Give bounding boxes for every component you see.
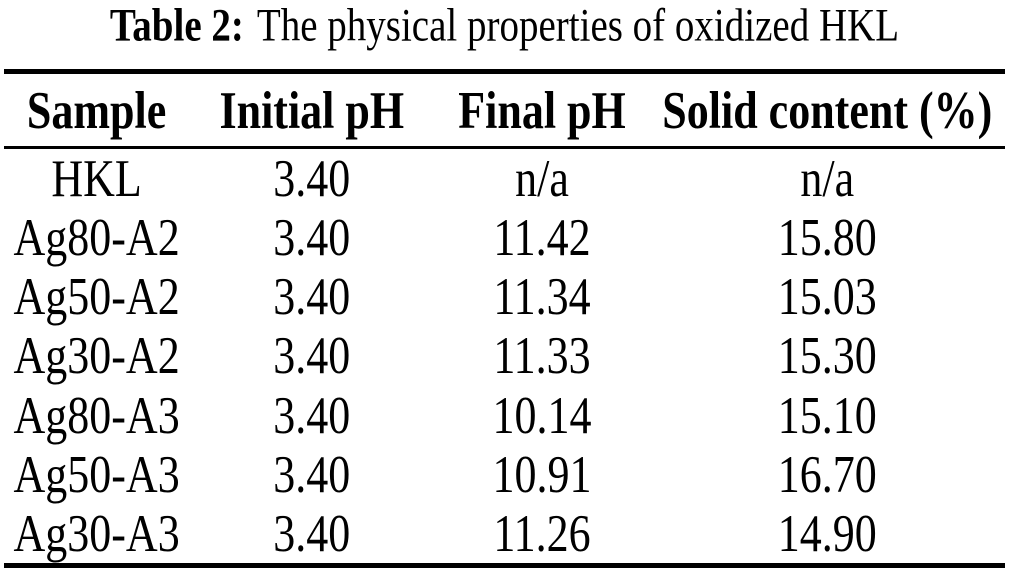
cell-sample: Ag30-A3 [13, 504, 180, 563]
cell-sample: Ag50-A3 [13, 444, 180, 504]
cell-solid-content: 16.70 [777, 444, 877, 504]
header-label-initial-ph: Initial pH [219, 80, 405, 140]
cell-solid-content: 15.30 [777, 326, 877, 386]
header-cell-initial-ph: Initial pH [189, 81, 434, 140]
cell-sample: Ag50-A2 [13, 267, 180, 327]
cell-final-ph: 11.42 [493, 208, 591, 268]
table-row: Ag30-A3 3.40 11.26 14.90 [4, 504, 1005, 563]
cell-final-ph: n/a [515, 149, 569, 208]
cell-solid-content: 14.90 [777, 504, 877, 563]
cell-initial-ph: 3.40 [273, 504, 351, 563]
table-header-row: Sample Initial pH Final pH Solid content… [4, 74, 1005, 149]
cell-initial-ph: 3.40 [273, 444, 351, 504]
cell-sample: HKL [51, 149, 142, 208]
header-cell-solid-content: Solid content (%) [650, 81, 1005, 140]
header-cell-sample: Sample [4, 81, 189, 140]
header-cell-final-ph: Final pH [434, 81, 649, 140]
cell-sample: Ag30-A2 [13, 326, 180, 386]
cell-solid-content: 15.80 [777, 208, 877, 268]
cell-initial-ph: 3.40 [273, 149, 351, 208]
cell-final-ph: 10.14 [492, 385, 592, 445]
table-row: Ag50-A2 3.40 11.34 15.03 [4, 267, 1005, 326]
cell-solid-content: 15.10 [777, 385, 877, 445]
cell-sample: Ag80-A2 [13, 208, 180, 268]
header-label-solid-content: Solid content (%) [662, 80, 993, 140]
table-caption-text: Table 2: The physical properties of oxidi… [110, 0, 899, 57]
cell-solid-content: n/a [800, 149, 855, 208]
table-caption-label: Table 2: [109, 0, 244, 52]
table-row: Ag80-A3 3.40 10.14 15.10 [4, 386, 1005, 445]
cell-solid-content: 15.03 [777, 267, 877, 327]
cell-final-ph: 11.34 [493, 267, 591, 327]
table-row: HKL 3.40 n/a n/a [4, 149, 1005, 208]
table-row: Ag80-A2 3.40 11.42 15.80 [4, 208, 1005, 267]
cell-initial-ph: 3.40 [273, 385, 351, 445]
header-label-final-ph: Final pH [458, 80, 626, 140]
table-row: Ag30-A2 3.40 11.33 15.30 [4, 326, 1005, 386]
cell-final-ph: 11.26 [493, 504, 591, 563]
cell-initial-ph: 3.40 [273, 208, 351, 268]
data-table: Sample Initial pH Final pH Solid content… [4, 69, 1005, 568]
cell-final-ph: 10.91 [492, 444, 592, 504]
header-label-sample: Sample [26, 80, 167, 140]
table-row: Ag50-A3 3.40 10.91 16.70 [4, 445, 1005, 504]
cell-initial-ph: 3.40 [273, 326, 351, 386]
table-caption-title: The physical properties of oxidized HKL [256, 0, 900, 52]
cell-sample: Ag80-A3 [13, 385, 180, 445]
cell-initial-ph: 3.40 [273, 267, 351, 327]
cell-final-ph: 11.33 [493, 326, 591, 386]
table-caption: Table 2: The physical properties of oxidi… [0, 0, 1009, 56]
